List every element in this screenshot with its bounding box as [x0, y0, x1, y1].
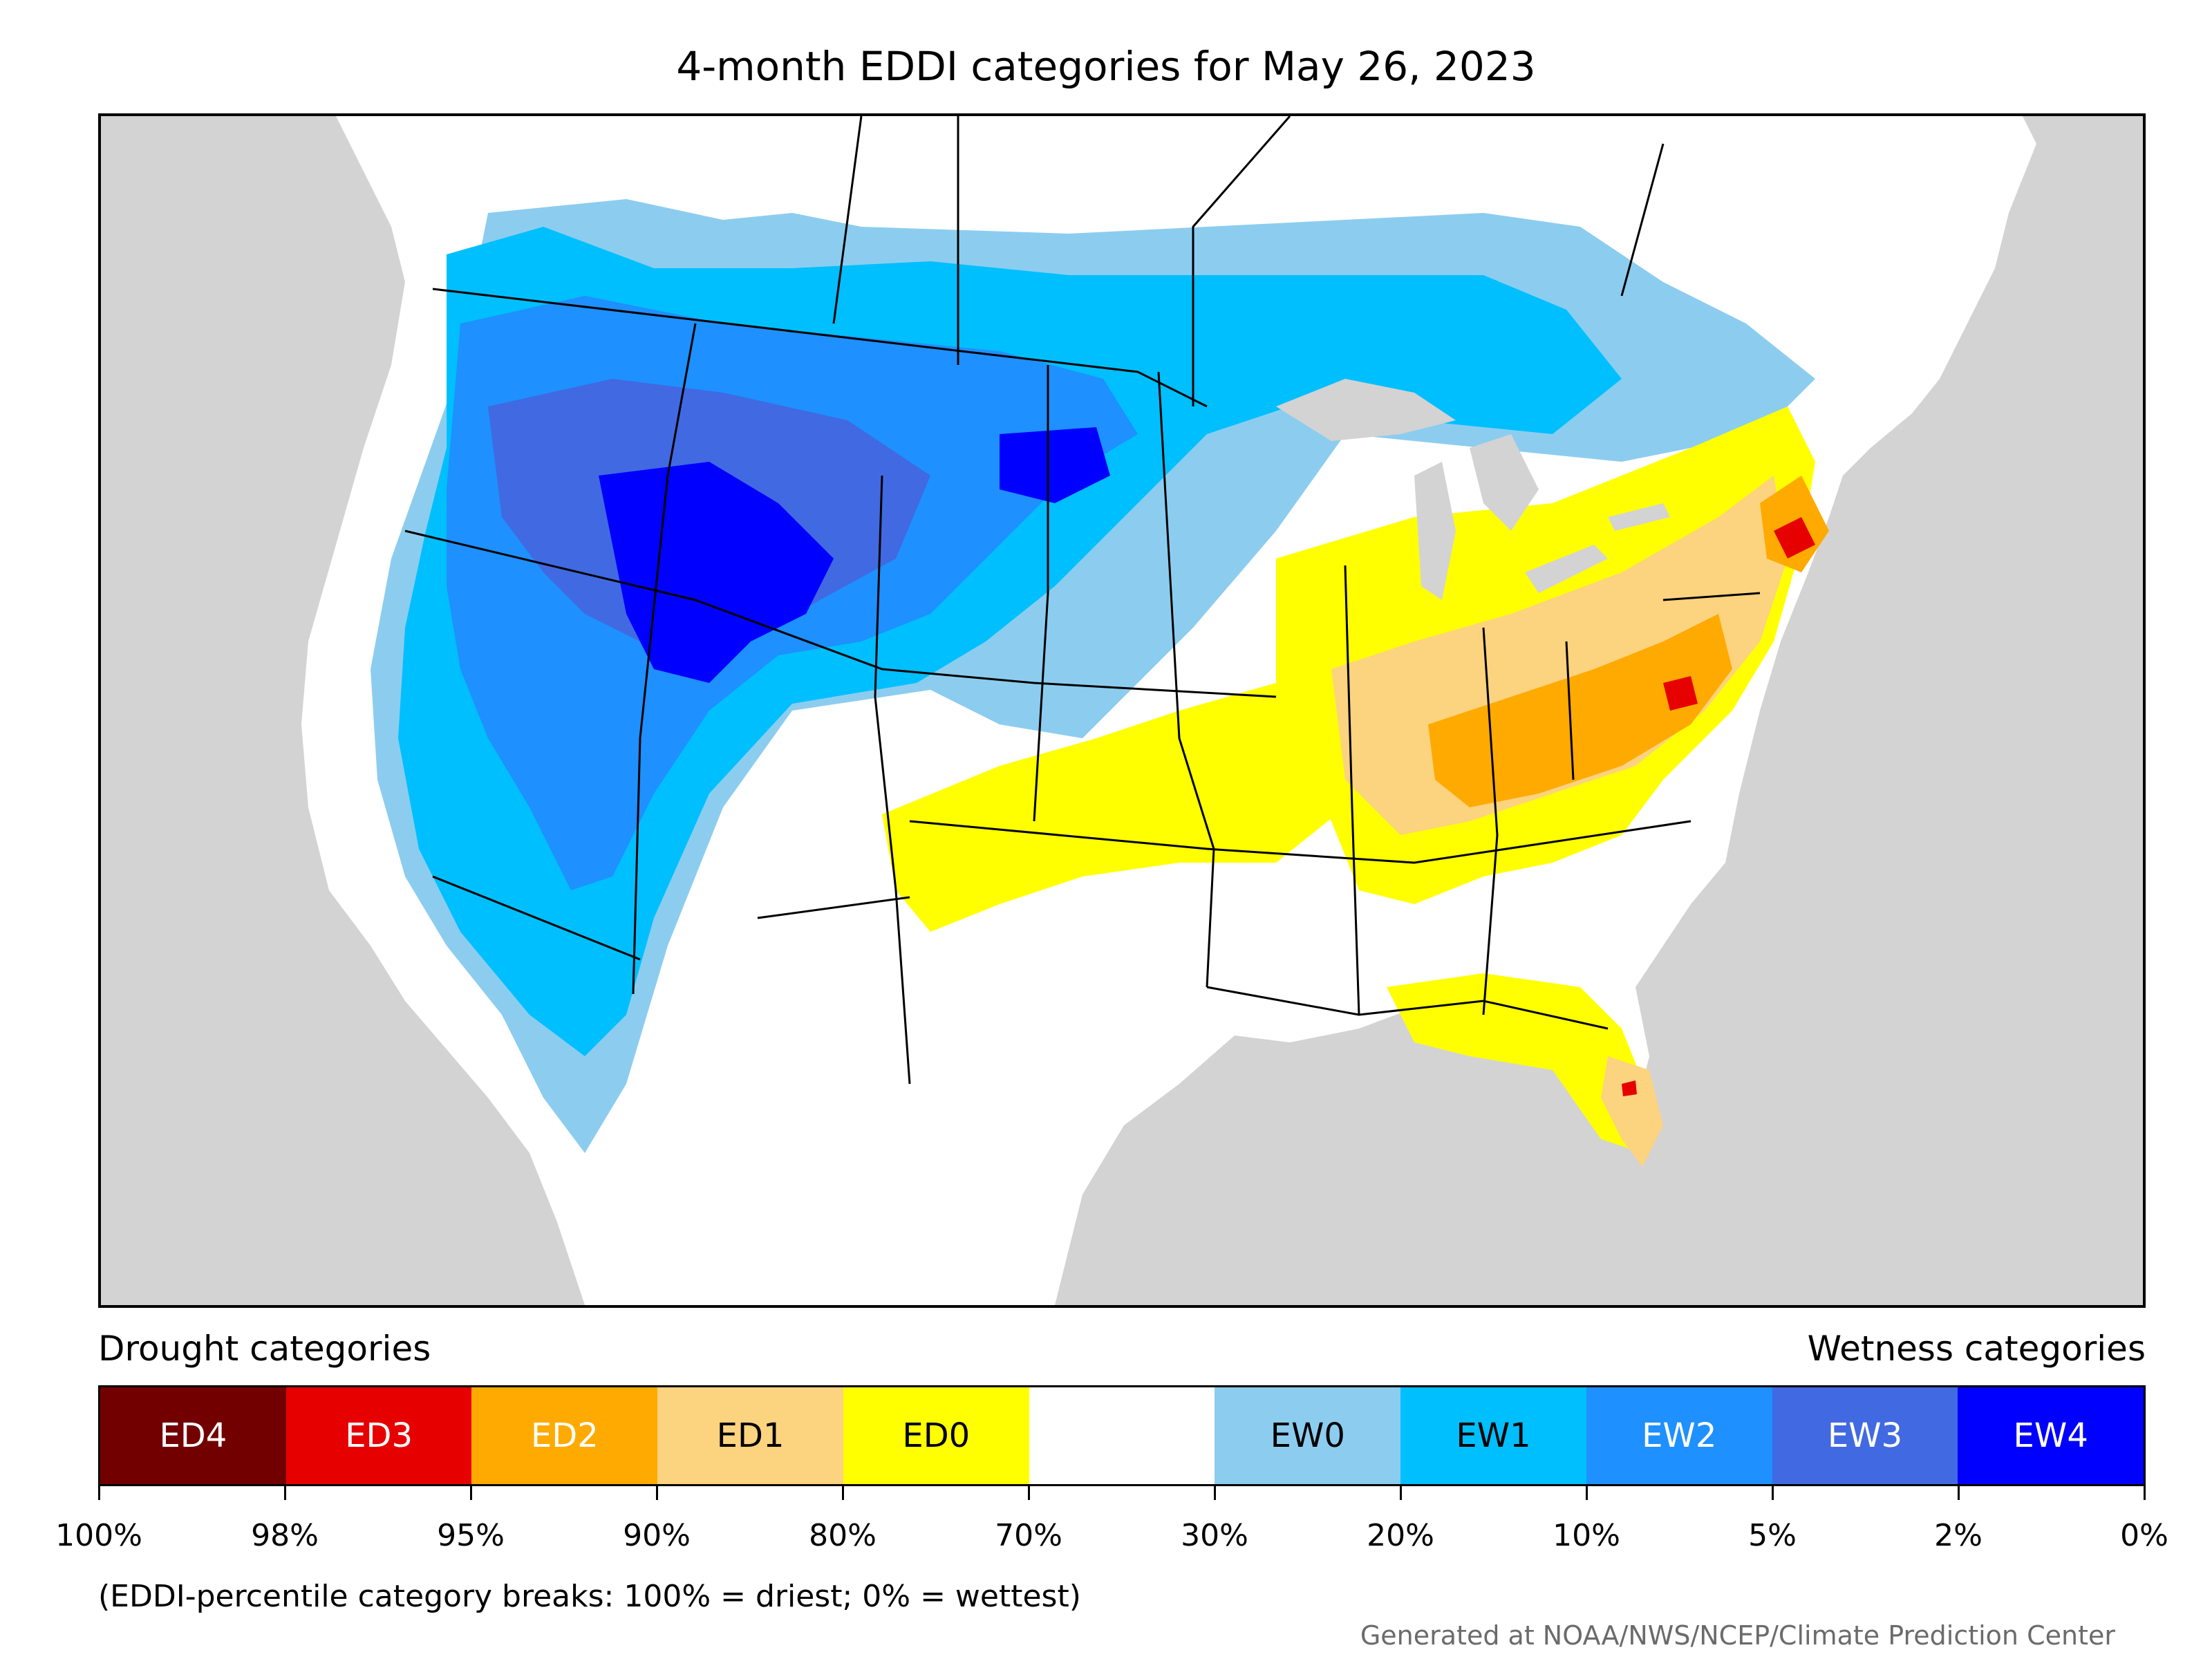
tick-mark	[98, 1486, 100, 1500]
tick-mark	[842, 1486, 844, 1500]
borders	[404, 116, 1761, 1085]
lake-ontario	[1608, 503, 1670, 531]
tick-mark	[1400, 1486, 1402, 1500]
map-title: 4-month EDDI categories for May 26, 2023	[676, 43, 1536, 90]
tick-label: 30%	[1181, 1518, 1248, 1553]
lake-huron	[1470, 434, 1539, 531]
tick-label: 0%	[2120, 1518, 2168, 1553]
tick-mark	[2144, 1486, 2146, 1500]
credit-line: Generated at NOAA/NWS/NCEP/Climate Predi…	[1360, 1620, 2115, 1651]
colorbar-cell-ed2: ED2	[471, 1387, 658, 1484]
colorbar-cell-ed1: ED1	[657, 1387, 843, 1484]
tick-label: 80%	[809, 1518, 877, 1553]
tick-label: 100%	[55, 1518, 142, 1553]
tick-label: 70%	[995, 1518, 1062, 1553]
lake-michigan	[1414, 462, 1456, 600]
region-ed3-b	[1663, 676, 1698, 711]
colorbar-cell-ew1: EW1	[1400, 1387, 1586, 1484]
colorbar-cell-ew4: EW4	[1958, 1387, 2144, 1484]
region-ed0-southeast	[1387, 973, 1649, 1153]
eddi-map	[98, 113, 2146, 1308]
tick-label: 20%	[1367, 1518, 1434, 1553]
tick-label: 98%	[251, 1518, 319, 1553]
region-ew4-a	[599, 462, 834, 683]
region-ed3-a	[1774, 517, 1815, 559]
percentile-note: (EDDI-percentile category breaks: 100% =…	[98, 1579, 1081, 1614]
drought-categories-heading: Drought categories	[98, 1329, 431, 1369]
tick-mark	[1028, 1486, 1030, 1500]
tick-label: 10%	[1553, 1518, 1620, 1553]
colorbar-cell-ew2: EW2	[1586, 1387, 1772, 1484]
tick-label: 2%	[1934, 1518, 1983, 1553]
colorbar-cell-normal	[1029, 1387, 1215, 1484]
colorbar-cell-ed0: ED0	[843, 1387, 1029, 1484]
tick-label: 95%	[437, 1518, 505, 1553]
tick-label: 5%	[1748, 1518, 1797, 1553]
region-ew4-b	[1000, 427, 1110, 503]
wetness-categories-heading: Wetness categories	[1807, 1329, 2146, 1369]
tick-mark	[1772, 1486, 1774, 1500]
tick-mark	[284, 1486, 286, 1500]
region-ed1-florida	[1601, 1056, 1663, 1167]
tick-label: 90%	[623, 1518, 691, 1553]
region-ed2	[1428, 614, 1732, 807]
colorbar-cell-ed4: ED4	[100, 1387, 286, 1484]
region-ed3-c	[1622, 1080, 1637, 1096]
colorbar-cell-ew3: EW3	[1772, 1387, 1958, 1484]
tick-mark	[1586, 1486, 1588, 1500]
lake-superior	[1276, 379, 1456, 441]
tick-mark	[470, 1486, 472, 1500]
colorbar-ticks	[98, 1486, 2146, 1514]
lake-erie	[1525, 545, 1608, 593]
colorbar-cell-ed3: ED3	[285, 1387, 472, 1484]
tick-mark	[656, 1486, 658, 1500]
map-canvas	[301, 116, 2036, 1305]
tick-mark	[1958, 1486, 1960, 1500]
category-colorbar: ED4 ED3 ED2 ED1 ED0 EW0 EW1 EW2 EW3 EW4	[98, 1385, 2146, 1486]
tick-mark	[1214, 1486, 1216, 1500]
colorbar-cell-ew0: EW0	[1215, 1387, 1401, 1484]
